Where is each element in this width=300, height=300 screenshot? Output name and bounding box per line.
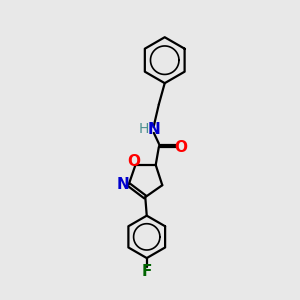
Text: O: O xyxy=(174,140,188,154)
Text: N: N xyxy=(116,177,129,192)
Text: N: N xyxy=(148,122,160,137)
Text: F: F xyxy=(142,264,152,279)
Text: O: O xyxy=(128,154,140,169)
Text: H: H xyxy=(138,122,149,136)
